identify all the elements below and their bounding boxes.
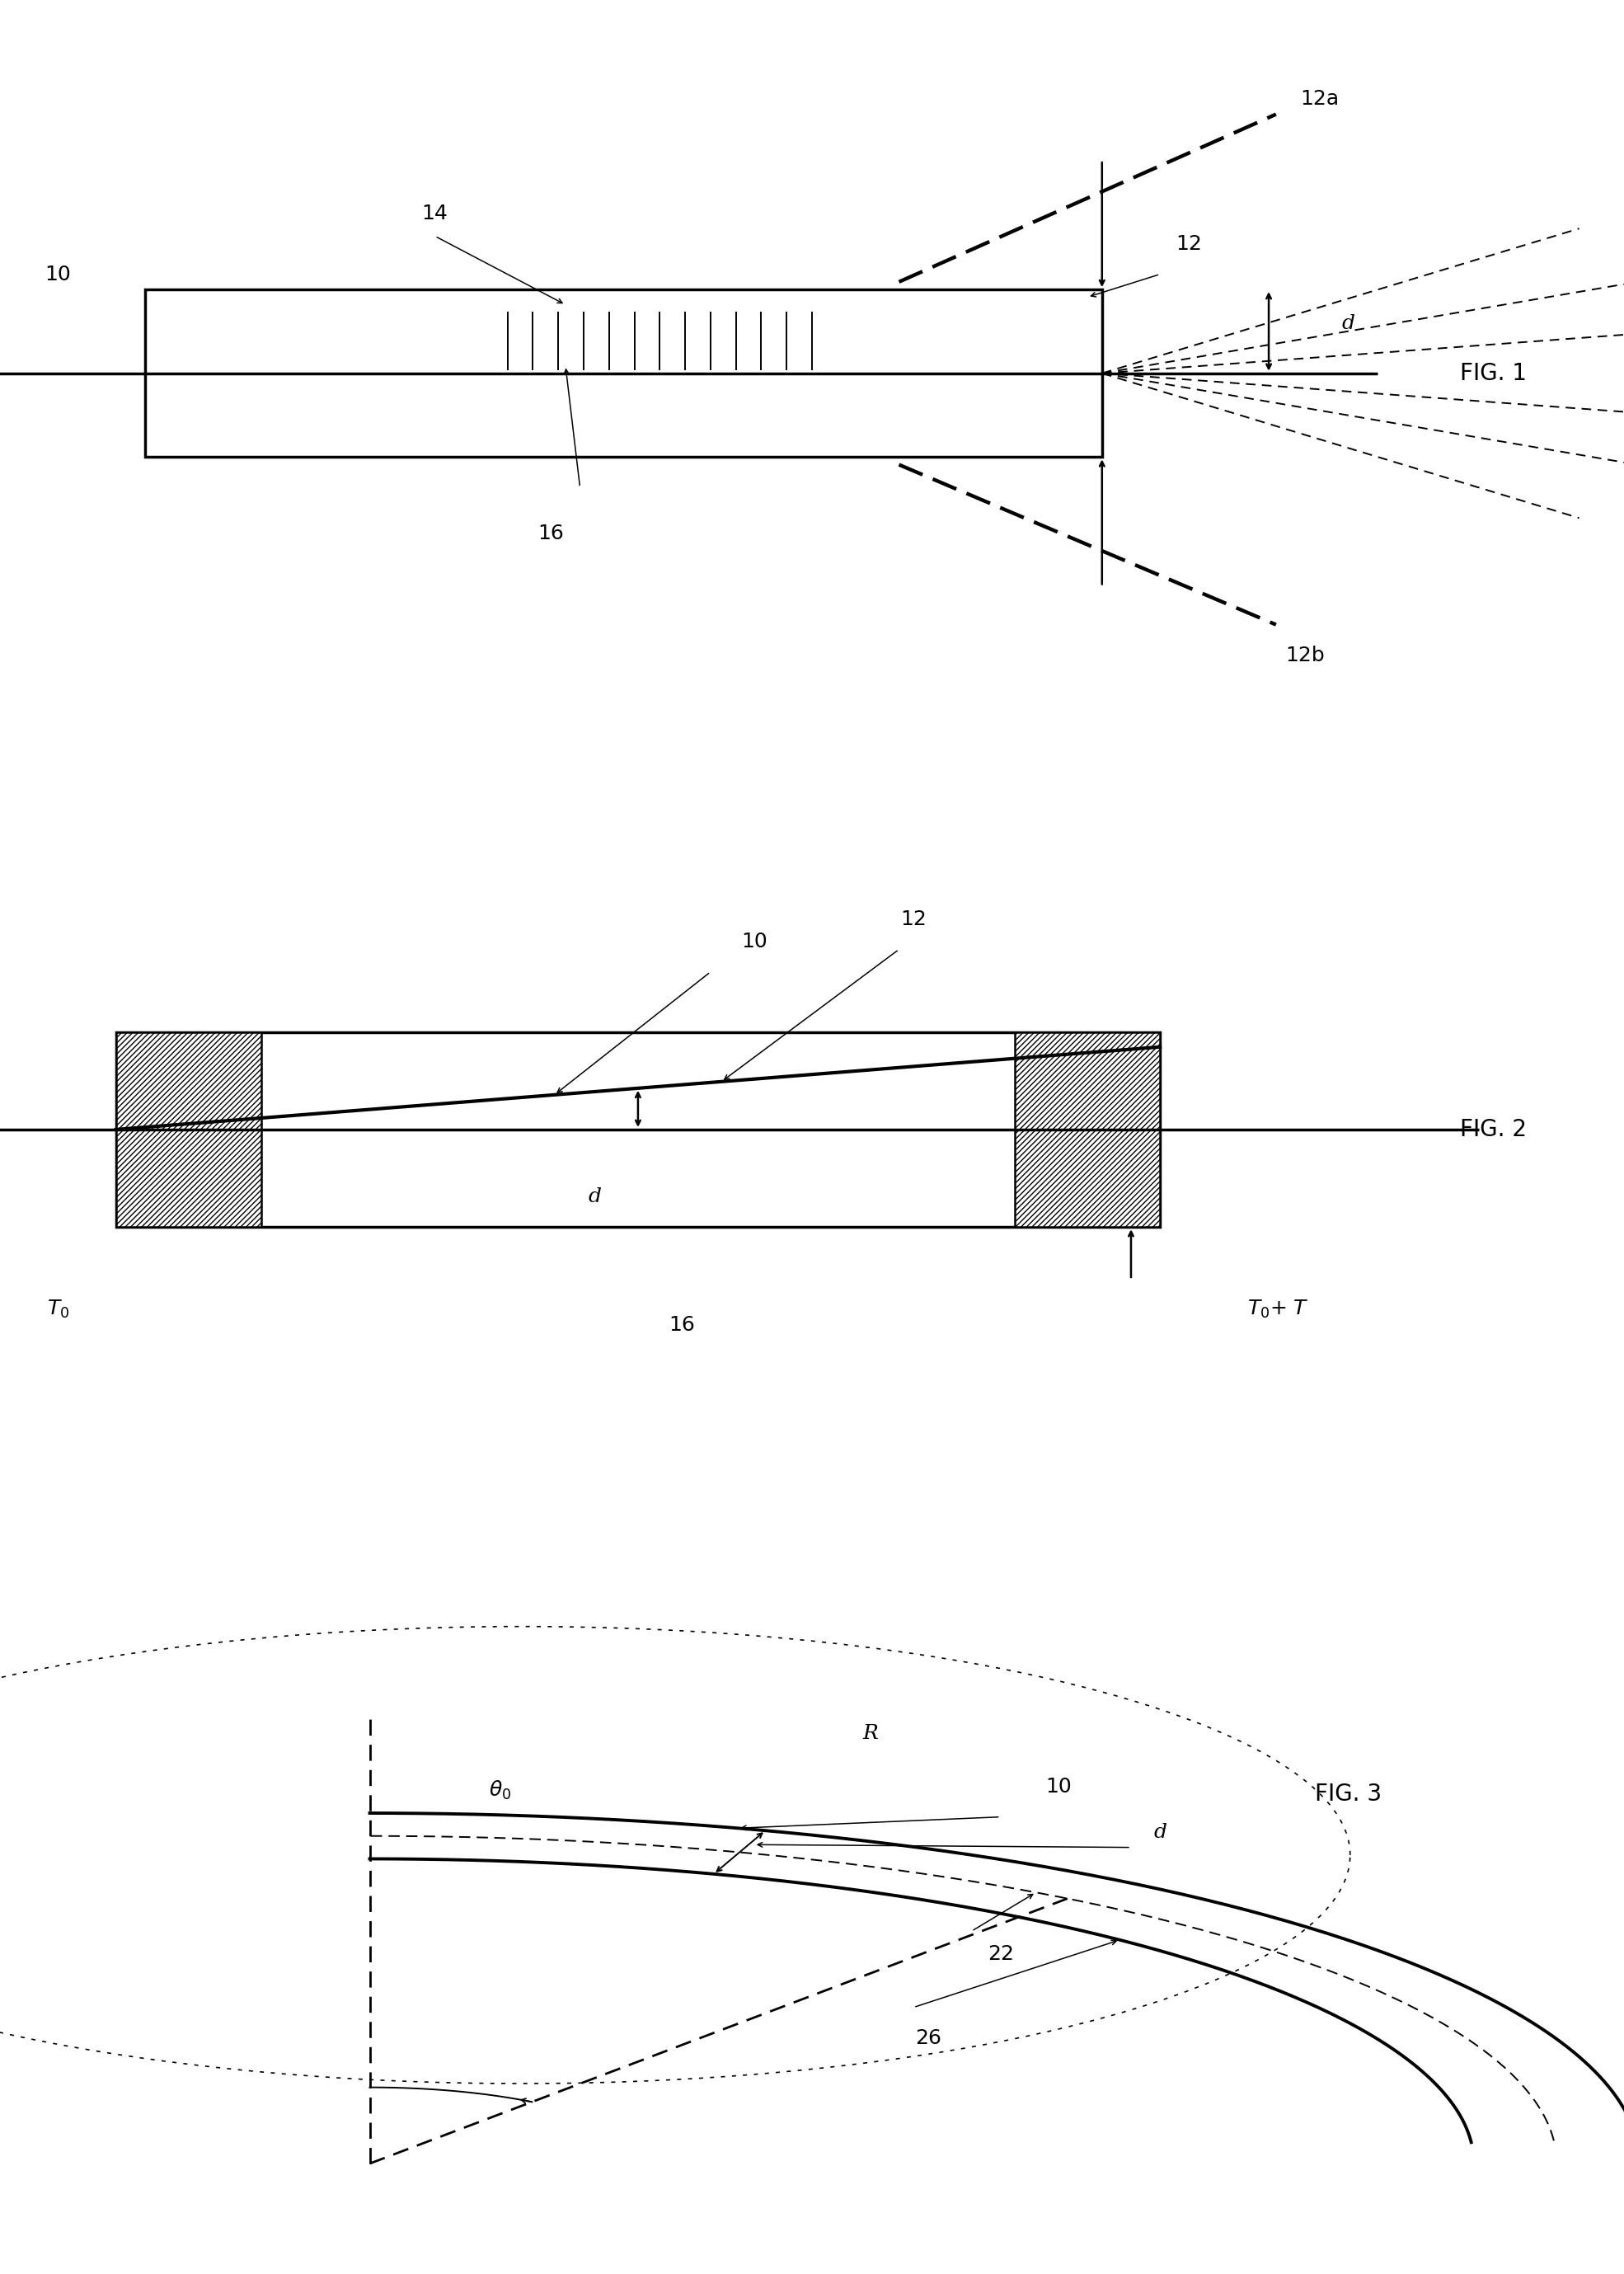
Text: FIG. 2: FIG. 2 <box>1460 1119 1527 1142</box>
Text: d: d <box>1341 314 1354 334</box>
Text: d: d <box>588 1187 601 1207</box>
Text: 12b: 12b <box>1285 646 1325 664</box>
Text: 26: 26 <box>914 2028 942 2049</box>
Text: $T_0$: $T_0$ <box>47 1298 70 1321</box>
Text: $\theta_0$: $\theta_0$ <box>489 1778 512 1801</box>
Text: 16: 16 <box>669 1314 695 1335</box>
Text: FIG. 3: FIG. 3 <box>1315 1783 1382 1806</box>
Text: 12: 12 <box>1176 234 1202 255</box>
Text: 12a: 12a <box>1301 89 1338 109</box>
Bar <box>115 1032 261 1228</box>
Bar <box>145 289 1103 457</box>
Text: 10: 10 <box>1046 1776 1072 1796</box>
Text: 12: 12 <box>900 910 927 930</box>
Text: d: d <box>1153 1824 1166 1842</box>
Text: 14: 14 <box>422 202 448 223</box>
Bar <box>1015 1032 1160 1228</box>
Bar <box>115 1032 1160 1228</box>
Text: R: R <box>862 1724 879 1742</box>
Text: 10: 10 <box>741 932 767 953</box>
Text: $T_0$+ $T$: $T_0$+ $T$ <box>1247 1298 1309 1321</box>
Text: FIG. 1: FIG. 1 <box>1460 362 1527 384</box>
Text: 10: 10 <box>45 264 71 284</box>
Text: 16: 16 <box>538 523 564 543</box>
Text: 22: 22 <box>987 1944 1013 1965</box>
